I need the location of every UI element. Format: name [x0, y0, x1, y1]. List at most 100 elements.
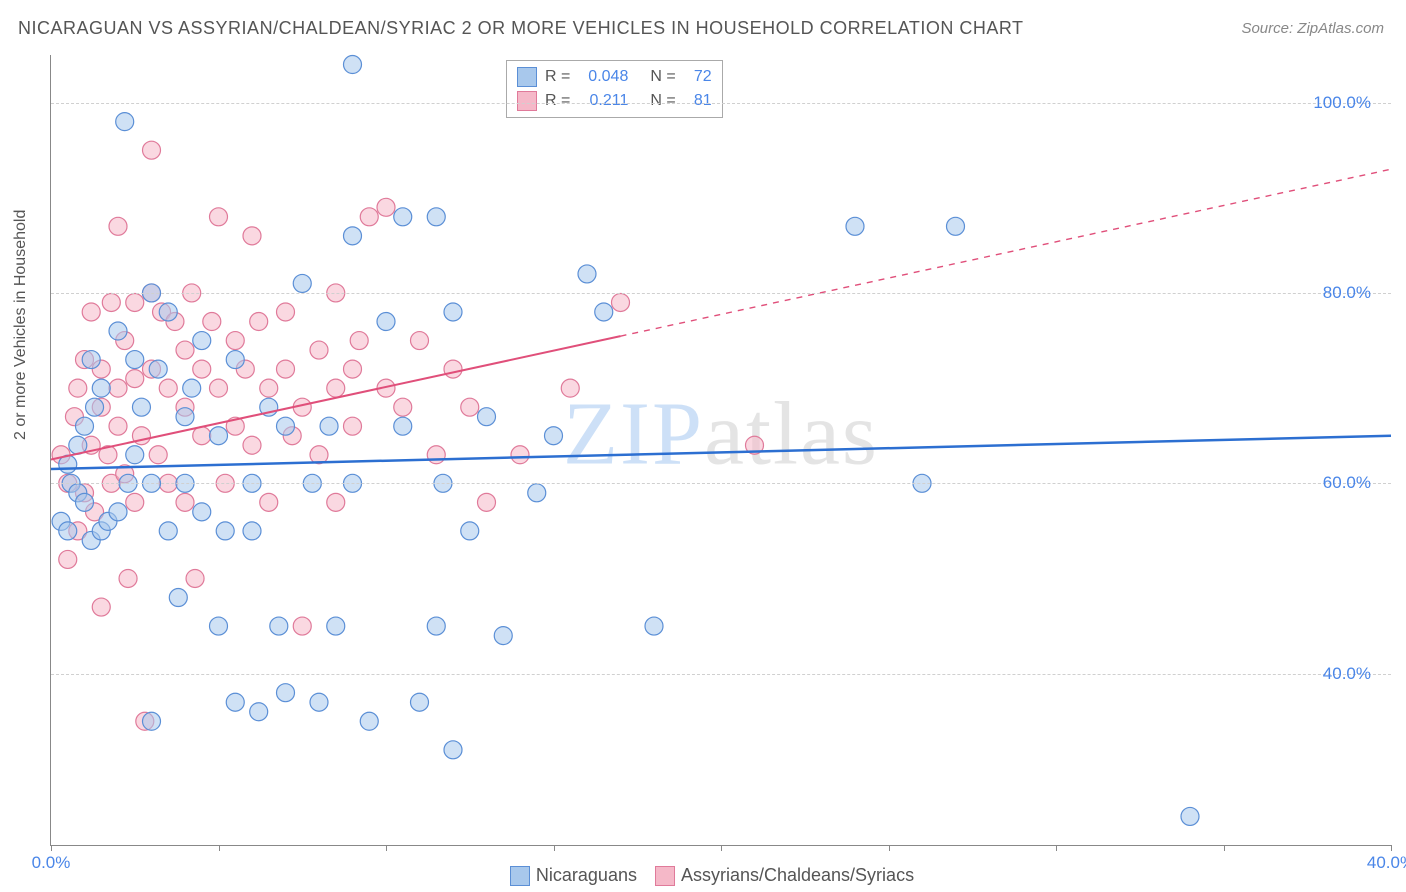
scatter-point	[126, 446, 144, 464]
scatter-point	[327, 493, 345, 511]
gridline	[51, 483, 1391, 484]
scatter-point	[176, 341, 194, 359]
scatter-point	[578, 265, 596, 283]
scatter-point	[169, 589, 187, 607]
scatter-point	[149, 446, 167, 464]
scatter-point	[59, 522, 77, 540]
scatter-point	[109, 217, 127, 235]
scatter-point	[109, 322, 127, 340]
scatter-point	[126, 351, 144, 369]
scatter-point	[947, 217, 965, 235]
gridline	[51, 293, 1391, 294]
scatter-point	[210, 208, 228, 226]
y-axis-label: 2 or more Vehicles in Household	[12, 210, 30, 440]
scatter-point	[119, 569, 137, 587]
scatter-point	[76, 417, 94, 435]
scatter-point	[109, 503, 127, 521]
legend-n-label: N =	[650, 68, 675, 86]
scatter-point	[193, 332, 211, 350]
scatter-point	[461, 522, 479, 540]
scatter-point	[394, 398, 412, 416]
legend-series-label: Nicaraguans	[536, 865, 637, 885]
scatter-point	[494, 627, 512, 645]
scatter-point	[82, 351, 100, 369]
scatter-point	[92, 598, 110, 616]
scatter-point	[126, 493, 144, 511]
scatter-point	[461, 398, 479, 416]
scatter-point	[444, 360, 462, 378]
scatter-point	[226, 351, 244, 369]
scatter-point	[102, 293, 120, 311]
scatter-point	[595, 303, 613, 321]
scatter-point	[277, 417, 295, 435]
legend-swatch	[517, 67, 537, 87]
scatter-point	[344, 56, 362, 74]
scatter-point	[260, 379, 278, 397]
legend-r-value: 0.211	[578, 92, 628, 110]
scatter-point	[427, 617, 445, 635]
scatter-point	[444, 741, 462, 759]
scatter-point	[846, 217, 864, 235]
chart-svg	[51, 55, 1391, 845]
scatter-point	[183, 379, 201, 397]
scatter-point	[216, 522, 234, 540]
scatter-point	[226, 693, 244, 711]
scatter-point	[193, 360, 211, 378]
scatter-point	[203, 313, 221, 331]
x-tick-mark	[51, 845, 52, 851]
scatter-point	[159, 303, 177, 321]
scatter-point	[59, 550, 77, 568]
x-tick-mark	[1056, 845, 1057, 851]
scatter-point	[561, 379, 579, 397]
scatter-point	[176, 493, 194, 511]
scatter-point	[243, 522, 261, 540]
scatter-point	[327, 379, 345, 397]
plot-area: ZIPatlas R =0.048N =72R =0.211N =81 40.0…	[50, 55, 1391, 846]
scatter-point	[243, 436, 261, 454]
scatter-point	[377, 198, 395, 216]
scatter-point	[143, 712, 161, 730]
legend-swatch	[655, 866, 675, 886]
scatter-point	[193, 503, 211, 521]
scatter-point	[270, 617, 288, 635]
scatter-point	[116, 113, 134, 131]
scatter-point	[277, 684, 295, 702]
scatter-point	[69, 379, 87, 397]
scatter-point	[243, 227, 261, 245]
x-tick-mark	[554, 845, 555, 851]
scatter-point	[143, 141, 161, 159]
scatter-point	[511, 446, 529, 464]
chart-title: NICARAGUAN VS ASSYRIAN/CHALDEAN/SYRIAC 2…	[18, 18, 1024, 39]
legend-n-label: N =	[650, 92, 675, 110]
scatter-point	[277, 360, 295, 378]
x-tick-mark	[219, 845, 220, 851]
x-tick-mark	[889, 845, 890, 851]
scatter-point	[1181, 807, 1199, 825]
scatter-point	[528, 484, 546, 502]
x-tick-mark	[721, 845, 722, 851]
scatter-point	[176, 408, 194, 426]
scatter-point	[310, 693, 328, 711]
legend-series: NicaraguansAssyrians/Chaldeans/Syriacs	[0, 864, 1406, 886]
scatter-point	[159, 379, 177, 397]
scatter-point	[82, 303, 100, 321]
y-tick-label: 80.0%	[1323, 283, 1371, 303]
legend-swatch	[517, 91, 537, 111]
gridline	[51, 674, 1391, 675]
scatter-point	[427, 446, 445, 464]
x-tick-mark	[386, 845, 387, 851]
scatter-point	[612, 293, 630, 311]
scatter-point	[645, 617, 663, 635]
scatter-point	[350, 332, 368, 350]
scatter-point	[193, 427, 211, 445]
scatter-point	[293, 274, 311, 292]
scatter-point	[327, 617, 345, 635]
legend-r-value: 0.048	[578, 68, 628, 86]
scatter-point	[226, 332, 244, 350]
scatter-point	[210, 617, 228, 635]
scatter-point	[92, 379, 110, 397]
source-label: Source: ZipAtlas.com	[1241, 20, 1384, 37]
legend-n-value: 72	[684, 68, 712, 86]
scatter-point	[344, 360, 362, 378]
legend-n-value: 81	[684, 92, 712, 110]
